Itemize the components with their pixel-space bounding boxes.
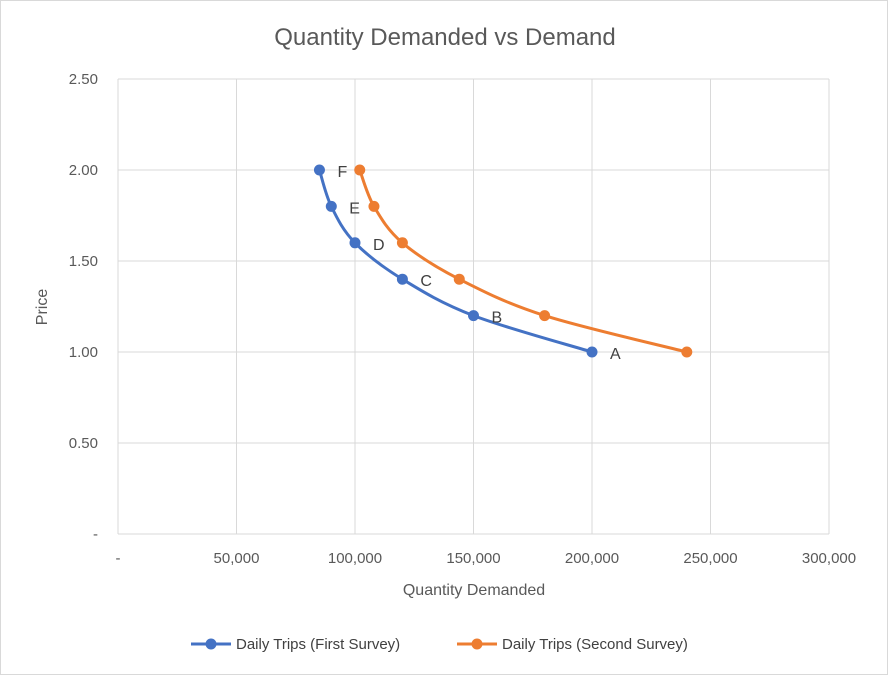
series-2-point — [396, 237, 408, 249]
y-tick-label: 1.50 — [69, 253, 98, 270]
x-tick-label: 300,000 — [802, 550, 856, 567]
grid — [117, 78, 830, 535]
legend: Daily Trips (First Survey) Daily Trips (S… — [191, 636, 688, 653]
point-label: B — [492, 310, 503, 327]
series-2-point — [539, 310, 551, 322]
x-tick-label: 50,000 — [214, 550, 260, 567]
x-tick-label: 100,000 — [328, 550, 382, 567]
x-tick-label: - — [116, 550, 121, 567]
x-tick-label: 200,000 — [565, 550, 619, 567]
series-1-point — [349, 237, 361, 249]
x-axis-title: Quantity Demanded — [403, 582, 545, 599]
point-label: C — [420, 273, 432, 290]
y-tick-label: 2.50 — [69, 71, 98, 88]
legend-swatch-marker — [471, 638, 483, 650]
series-2-point — [368, 200, 380, 212]
series-1-point — [325, 200, 337, 212]
point-label: E — [349, 200, 360, 217]
x-tick-label: 150,000 — [446, 550, 500, 567]
series-1-point — [396, 273, 408, 285]
data-points: A B C D E F — [313, 164, 693, 363]
legend-label: Daily Trips (First Survey) — [236, 636, 400, 653]
series-2-point — [354, 164, 366, 176]
series-2-point — [681, 346, 693, 358]
chart-title: Quantity Demanded vs Demand — [274, 24, 616, 51]
y-axis-title: Price — [34, 289, 51, 326]
legend-label: Daily Trips (Second Survey) — [502, 636, 688, 653]
series-1-point — [313, 164, 325, 176]
series-1-point — [586, 346, 598, 358]
x-tick-label: 250,000 — [683, 550, 737, 567]
series-2-point — [453, 273, 465, 285]
y-tick-label: 1.00 — [69, 344, 98, 361]
series-1-point — [468, 310, 479, 322]
point-label: A — [610, 346, 621, 363]
y-tick-label: 2.00 — [69, 162, 98, 179]
point-label: F — [337, 164, 347, 181]
legend-swatch-marker — [205, 638, 217, 650]
point-label: D — [373, 237, 385, 254]
tick-labels: - 0.50 1.00 1.50 2.00 2.50 - 50,000 100,000 150,0… — [69, 71, 856, 567]
y-tick-label: 0.50 — [69, 435, 98, 452]
y-tick-label: - — [93, 526, 98, 543]
